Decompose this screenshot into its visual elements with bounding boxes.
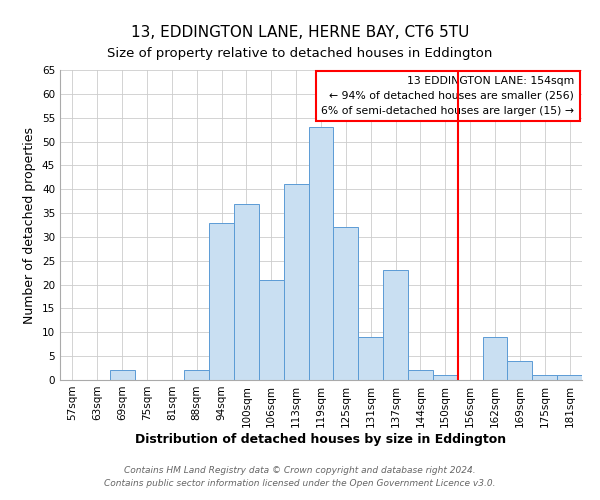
Bar <box>334 228 358 380</box>
Bar <box>234 204 259 380</box>
Y-axis label: Number of detached properties: Number of detached properties <box>23 126 37 324</box>
Bar <box>259 280 284 380</box>
Bar <box>383 270 408 380</box>
Bar <box>433 375 458 380</box>
X-axis label: Distribution of detached houses by size in Eddington: Distribution of detached houses by size … <box>136 432 506 446</box>
Text: 13 EDDINGTON LANE: 154sqm
← 94% of detached houses are smaller (256)
6% of semi-: 13 EDDINGTON LANE: 154sqm ← 94% of detac… <box>321 76 574 116</box>
Text: Size of property relative to detached houses in Eddington: Size of property relative to detached ho… <box>107 48 493 60</box>
Bar <box>284 184 308 380</box>
Text: 13, EDDINGTON LANE, HERNE BAY, CT6 5TU: 13, EDDINGTON LANE, HERNE BAY, CT6 5TU <box>131 25 469 40</box>
Bar <box>209 222 234 380</box>
Bar <box>482 337 508 380</box>
Bar <box>358 337 383 380</box>
Bar <box>557 375 582 380</box>
Bar <box>532 375 557 380</box>
Text: Contains HM Land Registry data © Crown copyright and database right 2024.
Contai: Contains HM Land Registry data © Crown c… <box>104 466 496 487</box>
Bar <box>308 127 334 380</box>
Bar <box>184 370 209 380</box>
Bar <box>508 361 532 380</box>
Bar <box>110 370 134 380</box>
Bar <box>408 370 433 380</box>
